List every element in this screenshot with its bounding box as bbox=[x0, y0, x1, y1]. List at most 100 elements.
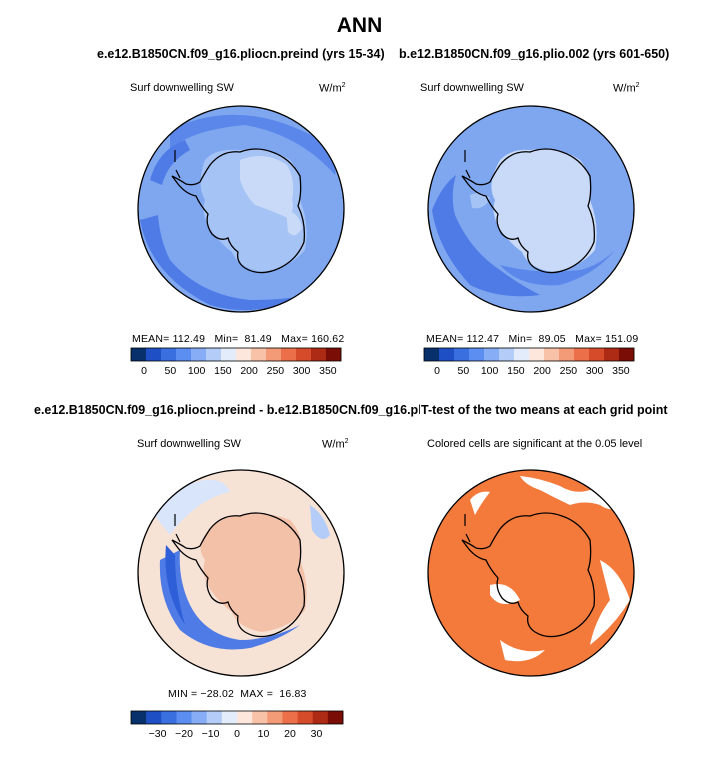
panel-3-blue-band bbox=[159, 550, 300, 650]
colorbar-swatch bbox=[604, 348, 620, 361]
panel-4-white-east bbox=[590, 560, 630, 645]
panel-4-white-nw bbox=[470, 491, 490, 515]
colorbar-swatch bbox=[619, 348, 635, 361]
panel-2-stats: MEAN= 112.47 Min= 89.05 Max= 151.09 bbox=[426, 333, 639, 345]
colorbar-swatch bbox=[514, 348, 530, 361]
panel-3-rim bbox=[137, 469, 345, 677]
colorbar-tick-label: 150 bbox=[507, 365, 525, 377]
colorbar-swatch bbox=[131, 711, 147, 724]
colorbar-tick-label: 10 bbox=[258, 728, 270, 740]
colorbar-swatch bbox=[266, 348, 282, 361]
colorbar-swatch bbox=[424, 348, 440, 361]
colorbar-frame bbox=[130, 347, 342, 362]
colorbar-tick-label: 0 bbox=[434, 365, 440, 377]
panel-1-rim bbox=[137, 105, 345, 313]
panel-2-band-south bbox=[500, 250, 615, 286]
figure-title: ANN bbox=[336, 14, 383, 37]
colorbar-swatch bbox=[161, 711, 177, 724]
colorbar-tick-label: 250 bbox=[267, 365, 285, 377]
colorbar-tick-label: −10 bbox=[202, 728, 220, 740]
panel-1-map bbox=[137, 105, 345, 313]
colorbar-tick-label: 50 bbox=[165, 365, 177, 377]
panel-1-variable: Surf downwelling SW bbox=[130, 82, 234, 94]
colorbar-swatch bbox=[237, 711, 253, 724]
panel-3-variable: Surf downwelling SW bbox=[137, 438, 241, 450]
colorbar-swatch bbox=[296, 348, 312, 361]
colorbar-tick-label: 200 bbox=[533, 365, 551, 377]
panel-1-islands bbox=[174, 150, 181, 179]
panel-3-coastline bbox=[171, 512, 306, 638]
colorbar-swatch bbox=[454, 348, 470, 361]
panel-3-map bbox=[137, 469, 345, 677]
panel-1-band-west bbox=[150, 140, 190, 185]
panel-3-units: W/m2 bbox=[322, 438, 349, 451]
panel-1-colorbar: 0 50 100 150 200 250 300 350 bbox=[130, 347, 342, 377]
panel-2-islands bbox=[464, 150, 471, 179]
colorbar-swatch bbox=[176, 348, 192, 361]
panel-1-units: W/m2 bbox=[319, 82, 346, 95]
panel-1-stats: MEAN= 112.49 Min= 81.49 Max= 160.62 bbox=[132, 333, 345, 345]
colorbar-swatch bbox=[484, 348, 500, 361]
colorbar-swatch bbox=[131, 348, 147, 361]
colorbar-frame bbox=[130, 710, 344, 725]
colorbar-swatch bbox=[206, 348, 222, 361]
colorbar-tick-label: 100 bbox=[188, 365, 206, 377]
colorbar-tick-label: 150 bbox=[214, 365, 232, 377]
panel-4-subtitle: Colored cells are significant at the 0.0… bbox=[427, 438, 643, 450]
panel-1-band-south bbox=[140, 215, 320, 310]
colorbar-swatch bbox=[589, 348, 605, 361]
colorbar-swatch bbox=[544, 348, 560, 361]
colorbar-swatch bbox=[251, 348, 267, 361]
panel-4-title: T-test of the two means at each grid poi… bbox=[420, 403, 668, 417]
panel-1-coastline bbox=[171, 148, 306, 274]
colorbar-swatch bbox=[206, 711, 223, 724]
colorbar-swatch bbox=[574, 348, 590, 361]
panel-3-stats: MIN = −28.02 MAX = 16.83 bbox=[168, 688, 307, 700]
panel-2-units: W/m2 bbox=[613, 82, 640, 95]
panel-2-title: b.e12.B1850CN.f09_g16.plio.002 (yrs 601-… bbox=[399, 47, 670, 61]
colorbar-tick-label: 300 bbox=[293, 365, 311, 377]
panel-2-colorbar: 0 50 100 150 200 250 300 350 bbox=[423, 347, 635, 377]
colorbar-swatch bbox=[176, 711, 192, 724]
colorbar-tick-label: 0 bbox=[234, 728, 240, 740]
panel-2-land-shade bbox=[491, 149, 597, 272]
colorbar-swatch bbox=[282, 711, 298, 724]
colorbar-tick-label: 350 bbox=[612, 365, 630, 377]
colorbar-tick-label: 300 bbox=[586, 365, 604, 377]
panel-4-map bbox=[427, 469, 635, 677]
panel-4-white-south bbox=[500, 640, 545, 662]
panel-2-band-west bbox=[432, 175, 540, 297]
panel-3-islands bbox=[174, 514, 181, 543]
panel-1-band-north bbox=[170, 114, 336, 175]
colorbar-tick-label: 30 bbox=[311, 728, 323, 740]
colorbar-swatch bbox=[252, 711, 268, 724]
panel-1-plateau bbox=[240, 156, 294, 218]
panel-4-islands bbox=[464, 514, 471, 543]
colorbar-swatch bbox=[439, 348, 455, 361]
panel-3-blue-east bbox=[310, 505, 330, 539]
colorbar-swatch bbox=[297, 711, 314, 724]
colorbar-swatch bbox=[327, 711, 344, 724]
colorbar-tick-label: −30 bbox=[149, 728, 167, 740]
colorbar-swatch bbox=[281, 348, 297, 361]
panel-4-coastline bbox=[461, 512, 596, 638]
panel-1-plateau-2 bbox=[286, 210, 302, 236]
colorbar-swatch bbox=[191, 348, 207, 361]
colorbar-swatch bbox=[326, 348, 342, 361]
panel-4-rim bbox=[427, 469, 635, 677]
panel-3-blue-north bbox=[150, 479, 230, 535]
colorbar-swatch bbox=[146, 711, 162, 724]
colorbar-tick-label: 200 bbox=[240, 365, 258, 377]
colorbar-tick-label: 250 bbox=[560, 365, 578, 377]
colorbar-swatch bbox=[559, 348, 575, 361]
colorbar-swatch bbox=[191, 711, 208, 724]
colorbar-swatch bbox=[312, 711, 329, 724]
colorbar-swatch bbox=[161, 348, 177, 361]
colorbar-swatch bbox=[311, 348, 327, 361]
colorbar-swatch bbox=[221, 348, 237, 361]
colorbar-swatch bbox=[529, 348, 545, 361]
colorbar-swatch bbox=[469, 348, 485, 361]
colorbar-swatch bbox=[499, 348, 515, 361]
panel-2-variable: Surf downwelling SW bbox=[420, 82, 524, 94]
panel-3-colorbar: −30 −20 −10 0 10 20 30 bbox=[130, 710, 344, 740]
